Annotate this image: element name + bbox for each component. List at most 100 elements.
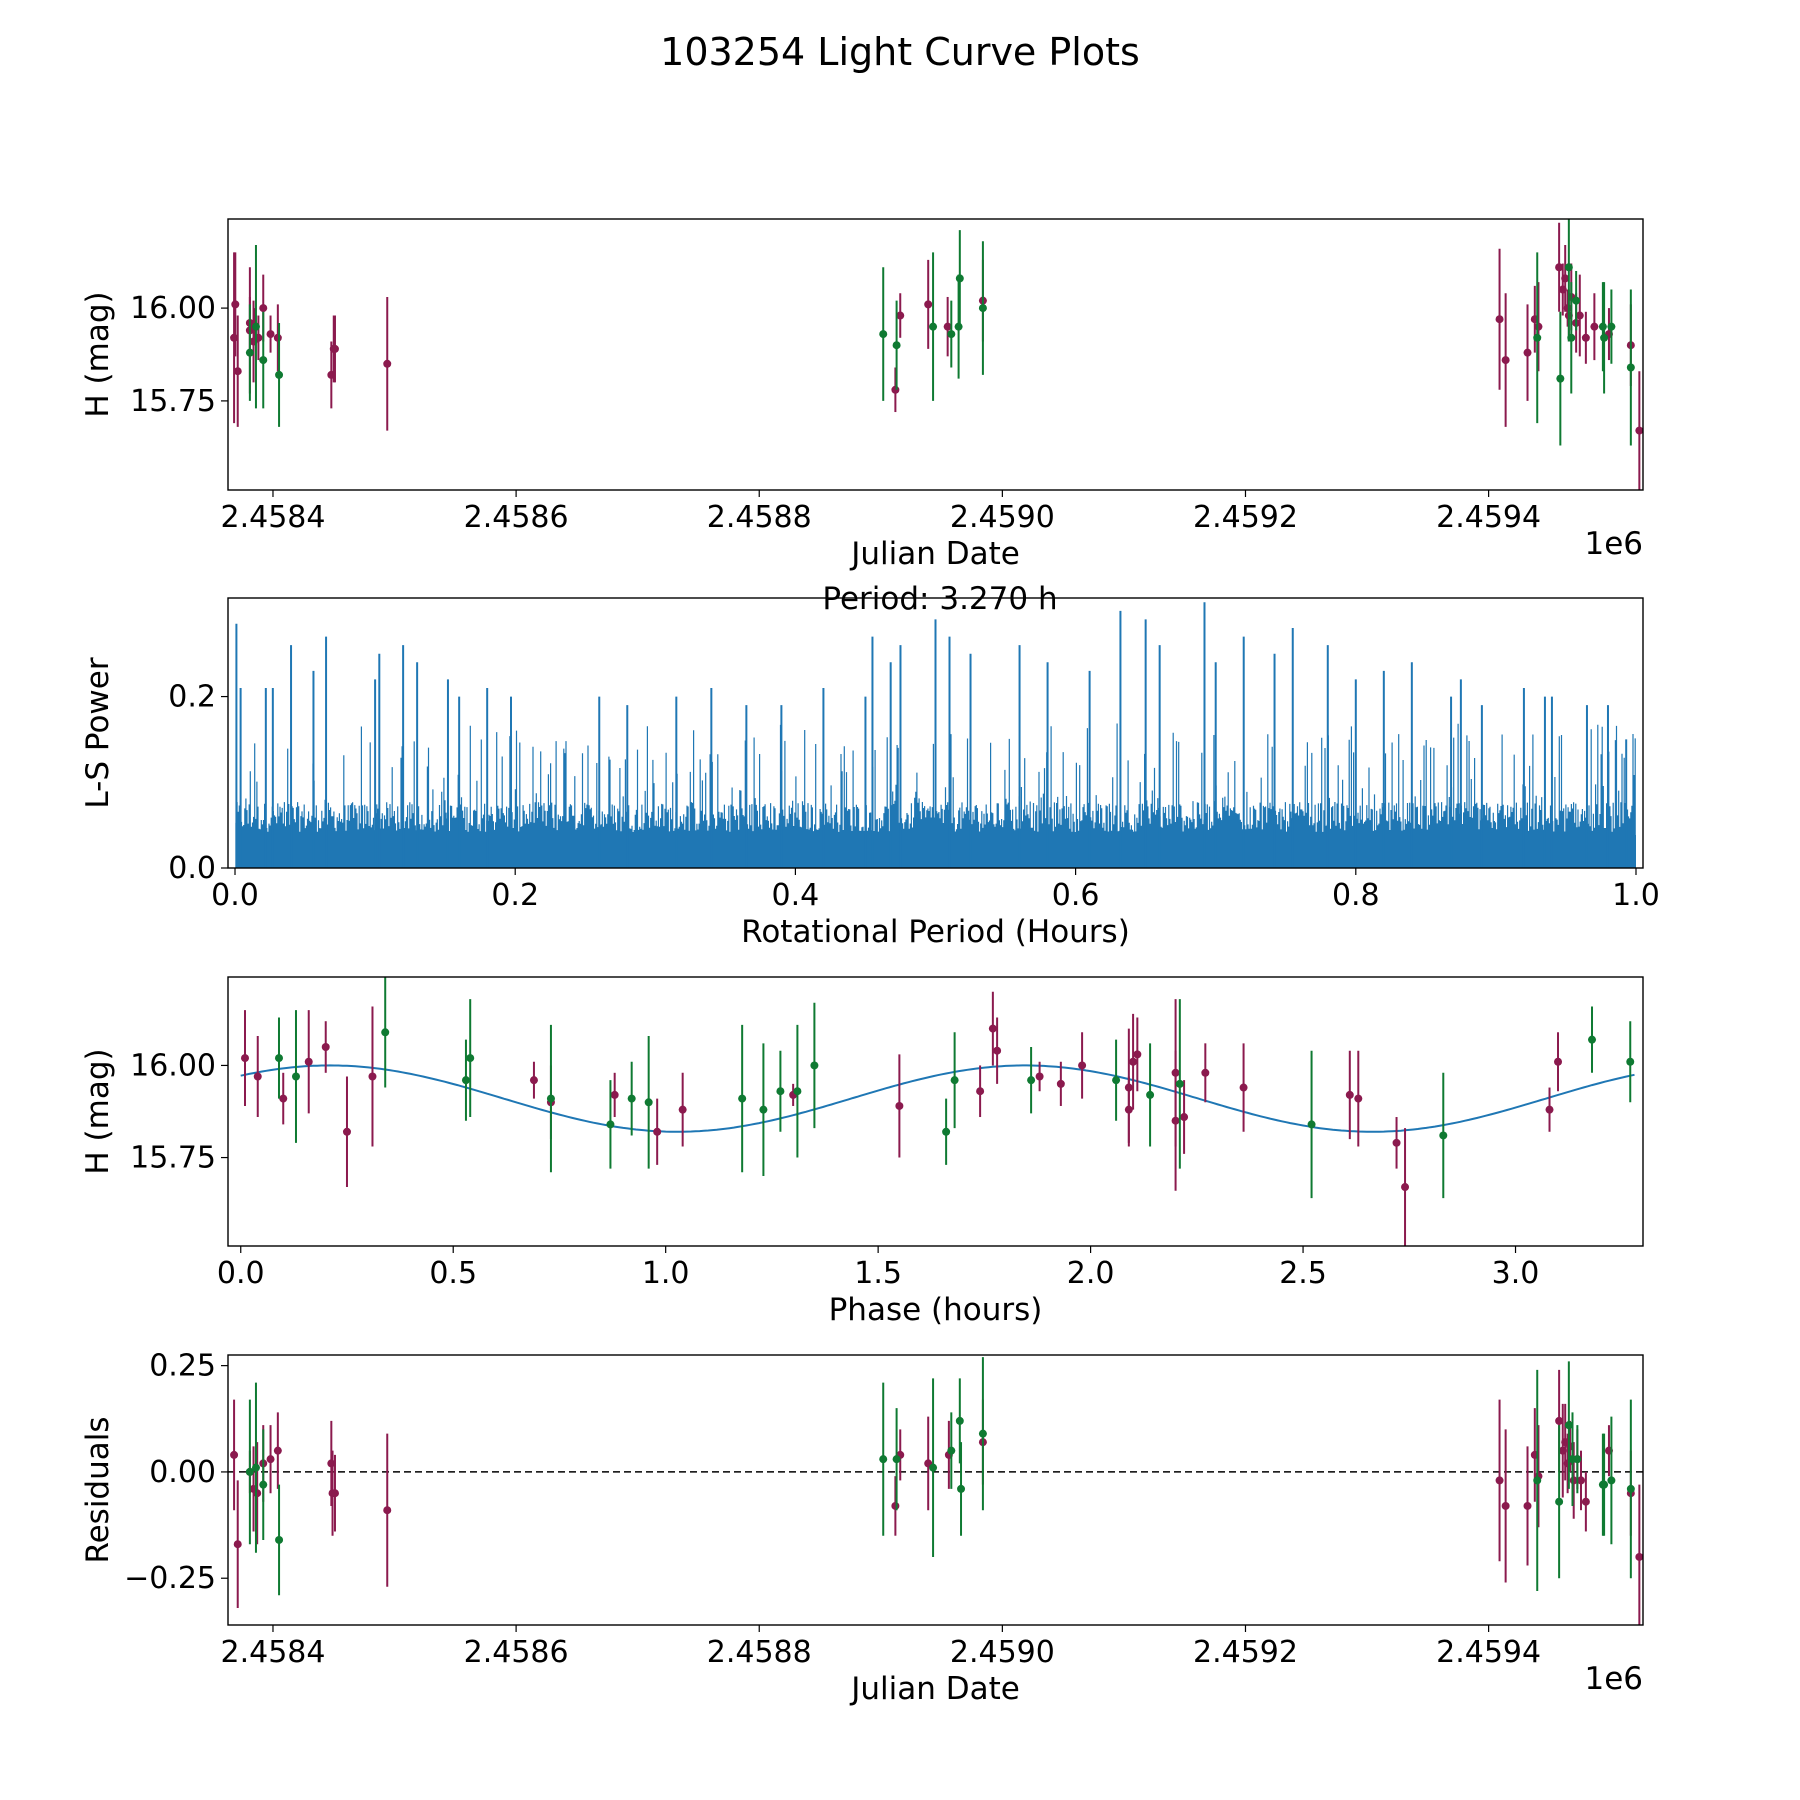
data-point-red: [1635, 426, 1643, 435]
x-tick-label: 2.4592: [1193, 1635, 1298, 1670]
data-point-red: [1523, 348, 1532, 357]
data-point-green: [1027, 1076, 1036, 1085]
data-point-red: [1581, 1497, 1590, 1506]
axis-offset-label: 1e6: [1584, 526, 1643, 562]
period-annotation: Period: 3.270 h: [822, 581, 1057, 617]
data-point-red: [330, 344, 339, 353]
data-point-red: [1561, 274, 1570, 283]
data-point-green: [879, 330, 888, 339]
x-tick-label: 2.4590: [950, 500, 1055, 535]
data-point-green: [793, 1087, 802, 1096]
data-point-green: [759, 1105, 768, 1114]
data-point-green: [776, 1087, 785, 1096]
x-tick-label: 2.4594: [1436, 500, 1541, 535]
x-tick-label: 1.0: [642, 1256, 690, 1291]
data-point-red: [383, 359, 392, 368]
data-point-green: [275, 1535, 284, 1544]
x-tick-label: 2.4592: [1193, 500, 1298, 535]
data-point-green: [1626, 1057, 1635, 1066]
data-point-red: [1581, 333, 1590, 342]
plot-area-lightcurve: [230, 219, 1643, 490]
data-point-red: [1590, 322, 1599, 331]
y-tick-label: −0.25: [124, 1561, 216, 1596]
data-point-red: [896, 311, 905, 320]
data-point-green: [1533, 1476, 1542, 1485]
x-tick-label: 3.0: [1492, 1256, 1540, 1291]
data-point-green: [1626, 1484, 1635, 1493]
y-tick-label: 16.00: [130, 291, 216, 326]
data-point-green: [1598, 322, 1607, 331]
y-axis-label: H (mag): [80, 1048, 116, 1174]
data-point-red: [1345, 1090, 1354, 1099]
y-tick-label: 15.75: [130, 1141, 216, 1176]
data-point-red: [988, 1024, 997, 1033]
data-point-green: [1112, 1076, 1121, 1085]
x-tick-label: 2.4588: [707, 1635, 812, 1670]
data-point-green: [1600, 1480, 1609, 1489]
data-point-green: [245, 1467, 254, 1476]
data-point-red: [678, 1105, 687, 1114]
data-point-red: [321, 1043, 330, 1052]
data-point-red: [304, 1057, 313, 1066]
data-point-green: [892, 341, 901, 350]
data-point-red: [266, 330, 275, 339]
data-point-green: [466, 1054, 475, 1063]
data-point-red: [383, 1506, 392, 1515]
y-tick-label: 16.00: [130, 1048, 216, 1083]
data-point-red: [1035, 1072, 1044, 1081]
data-point-red: [1133, 1050, 1142, 1059]
data-point-red: [891, 385, 900, 394]
y-tick-label: 15.75: [130, 384, 216, 419]
data-point-red: [259, 304, 268, 313]
data-point-green: [1146, 1090, 1155, 1099]
y-axis-label: Residuals: [80, 1416, 116, 1563]
data-point-red: [1124, 1083, 1133, 1092]
plot-frame: [227, 1354, 1644, 1626]
data-point-red: [368, 1072, 377, 1081]
data-point-green: [644, 1098, 653, 1107]
data-point-green: [1555, 1497, 1564, 1506]
data-point-red: [1129, 1057, 1138, 1066]
data-point-red: [1523, 1501, 1532, 1510]
data-point-red: [233, 1540, 242, 1549]
x-tick-label: 0.0: [211, 878, 259, 913]
panel-residuals: 2.4584 2.4586 2.4588 2.4590 2.4592 2.4594 −0.2…: [80, 1349, 1644, 1707]
data-point-red: [279, 1094, 288, 1103]
data-point-red: [1078, 1061, 1087, 1070]
data-point-red: [891, 1501, 900, 1510]
data-point-red: [1575, 311, 1584, 320]
data-point-green: [1556, 374, 1565, 383]
y-axis-label: L-S Power: [80, 657, 116, 808]
x-tick-label: 0.4: [772, 878, 820, 913]
data-point-red: [1635, 1552, 1643, 1561]
data-point-green: [892, 1455, 901, 1464]
figure-title: 103254 Light Curve Plots: [660, 30, 1140, 74]
data-point-green: [259, 1480, 268, 1489]
data-point-green: [950, 1076, 959, 1085]
data-point-red: [273, 1446, 282, 1455]
data-point-green: [879, 1455, 888, 1464]
data-point-green: [1567, 333, 1576, 342]
data-point-red: [1501, 356, 1510, 365]
data-point-green: [929, 1463, 938, 1472]
x-tick-label: 2.4588: [707, 500, 812, 535]
fit-curve: [240, 1064, 1635, 1133]
data-point-red: [1555, 1416, 1564, 1425]
data-point-red: [1401, 1183, 1410, 1192]
data-point-green: [1307, 1120, 1316, 1129]
y-axis-label: H (mag): [80, 291, 116, 417]
data-point-green: [274, 1054, 283, 1063]
x-tick-label: 1.0: [1612, 878, 1660, 913]
data-point-green: [1175, 1079, 1184, 1088]
plot-frame: [227, 218, 1644, 491]
data-point-green: [606, 1120, 615, 1129]
y-tick-label: 0.2: [168, 680, 216, 715]
data-point-red: [1545, 1105, 1554, 1114]
data-point-green: [929, 322, 938, 331]
plot-area-phased: [240, 977, 1635, 1246]
data-point-green: [957, 1484, 966, 1493]
data-point-green: [810, 1061, 819, 1070]
y-tick-label: 0.25: [149, 1349, 216, 1384]
data-point-green: [947, 1446, 956, 1455]
